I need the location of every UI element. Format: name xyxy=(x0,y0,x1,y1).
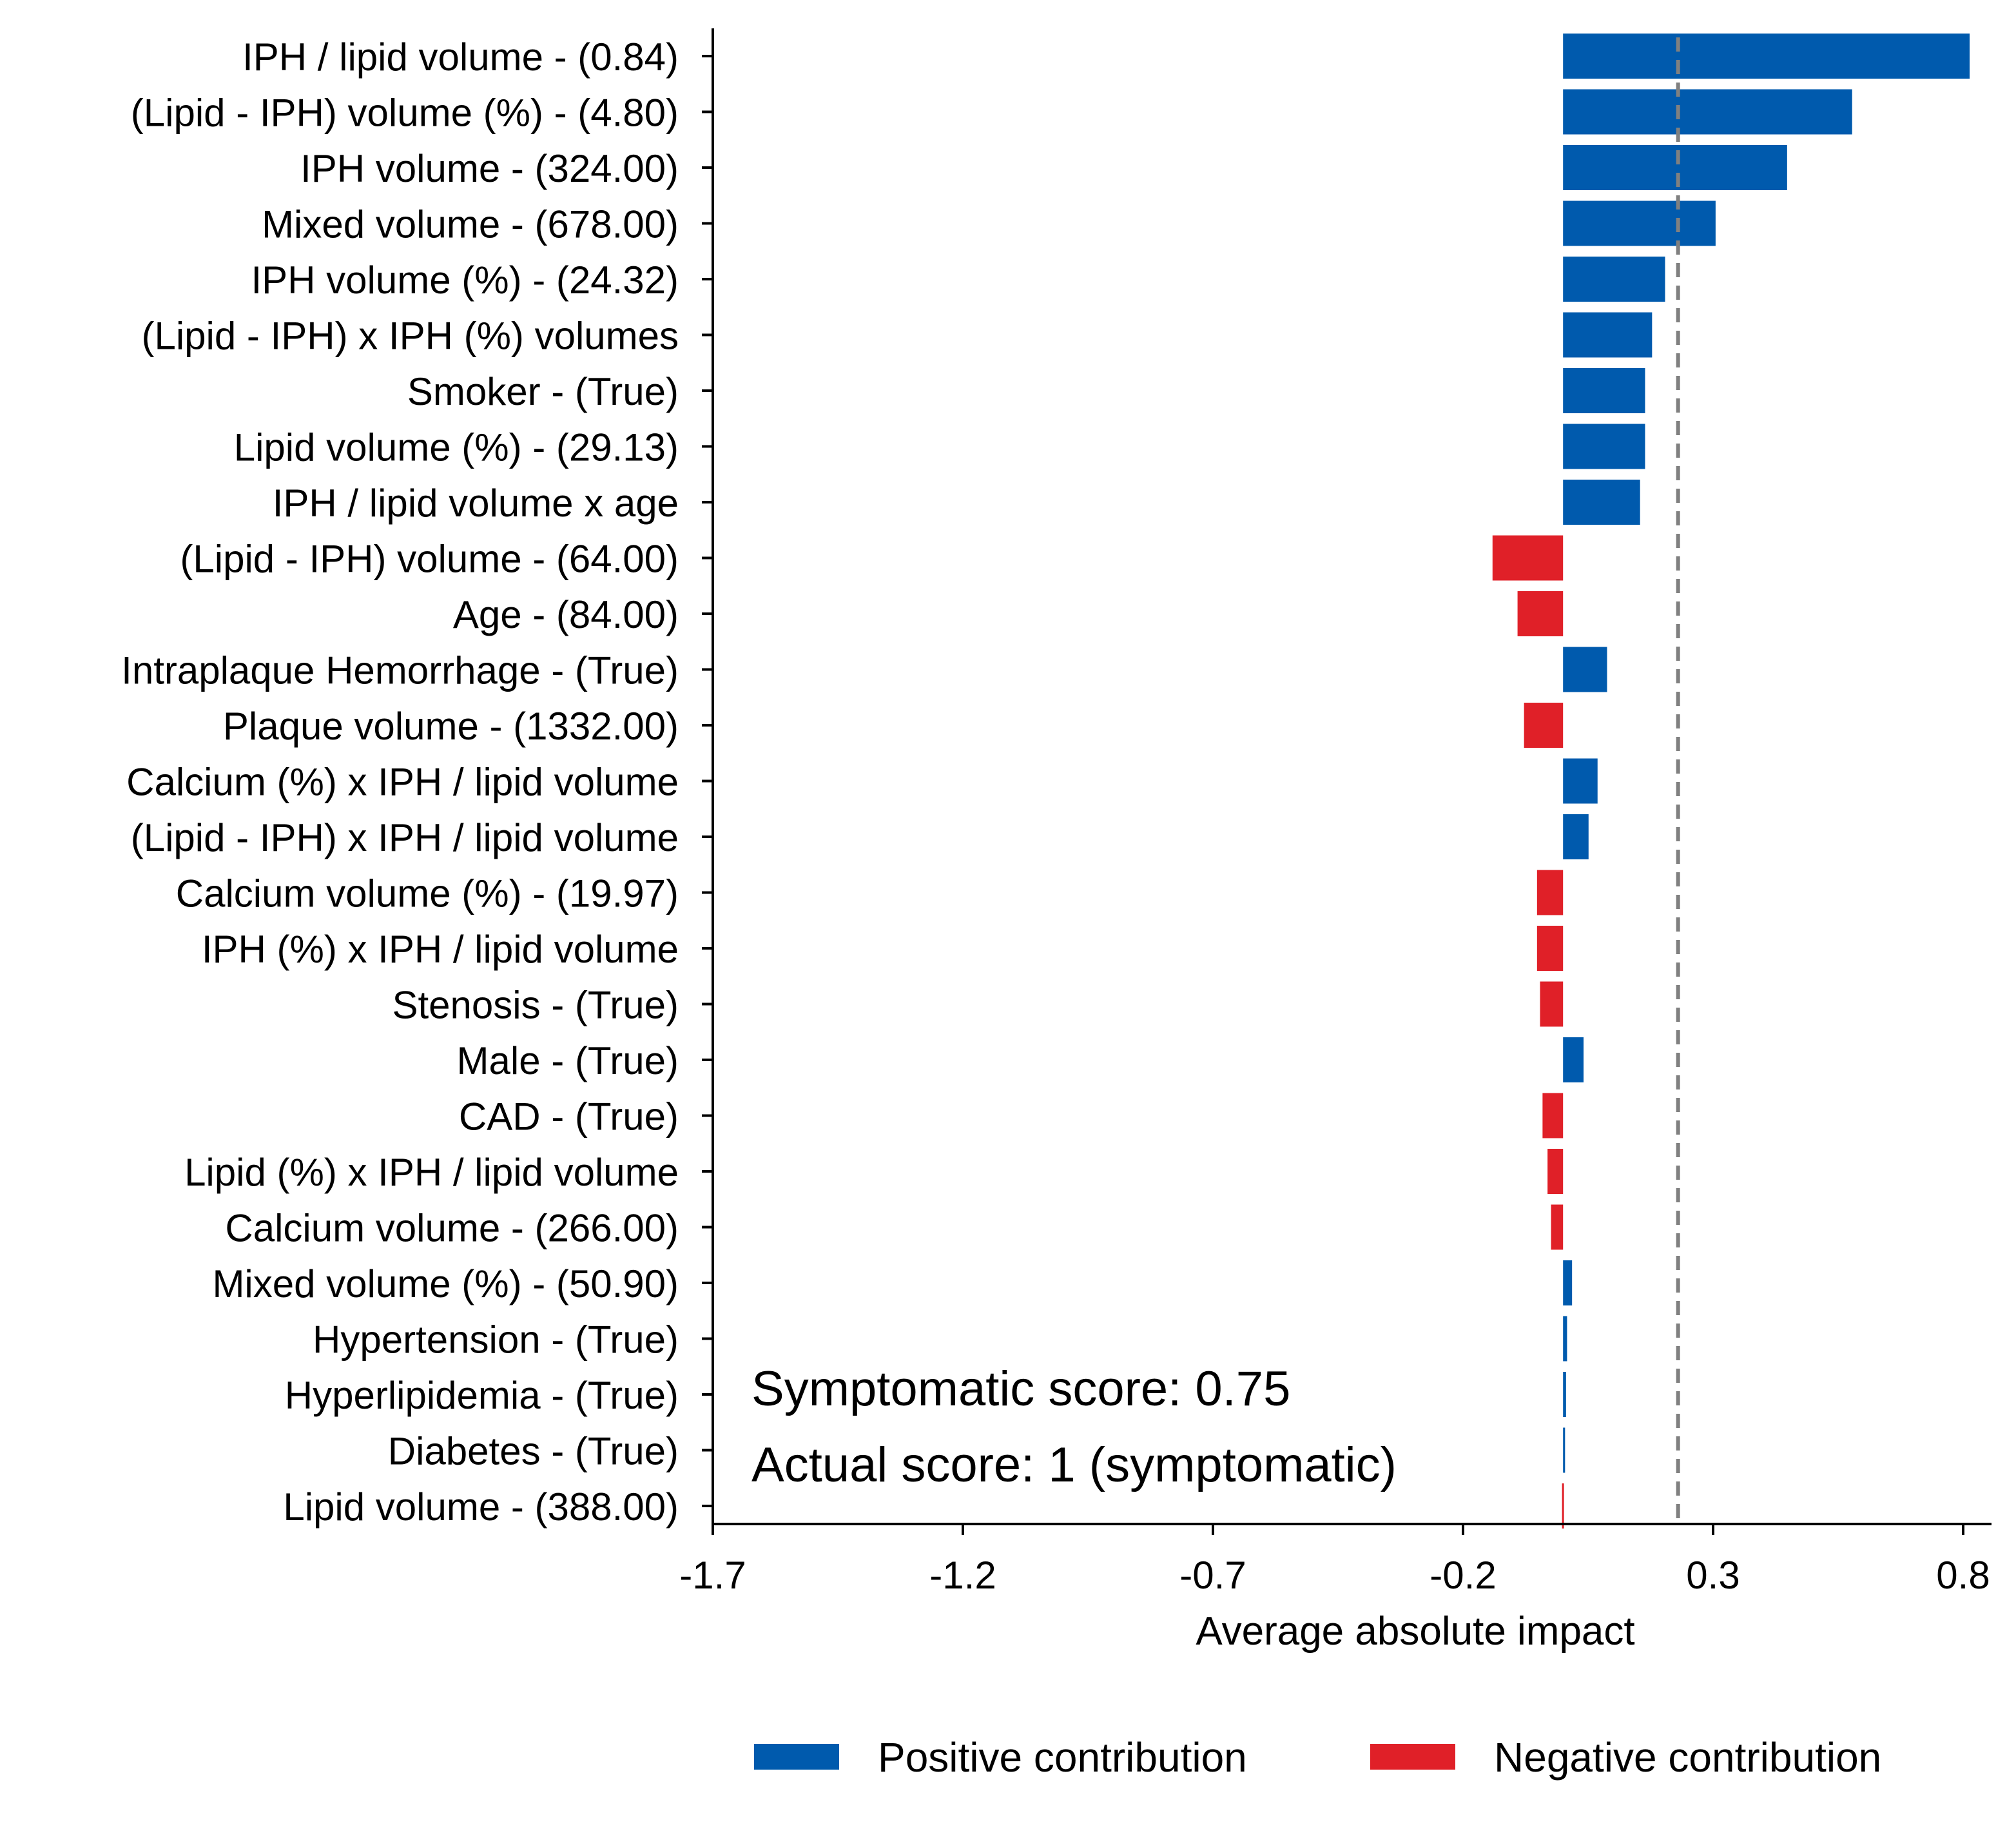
y-tick-label: (Lipid - IPH) x IPH (%) volumes xyxy=(142,315,679,358)
y-tick-label: (Lipid - IPH) volume - (64.00) xyxy=(180,538,679,581)
bar xyxy=(1563,200,1716,246)
legend-label-positive: Positive contribution xyxy=(878,1734,1247,1781)
bar xyxy=(1492,535,1564,581)
y-tick-label: IPH volume (%) - (24.32) xyxy=(251,259,679,302)
bar xyxy=(1563,1316,1567,1362)
x-tick-label: 0.8 xyxy=(1936,1554,1990,1597)
y-tick-label: IPH (%) x IPH / lipid volume xyxy=(202,928,679,971)
y-tick-label: CAD - (True) xyxy=(459,1095,679,1138)
x-tick-label: -0.2 xyxy=(1430,1554,1496,1597)
y-tick-label: Male - (True) xyxy=(457,1039,679,1082)
bar xyxy=(1517,591,1564,636)
bar xyxy=(1542,1093,1564,1138)
y-tick-label: Lipid volume - (388.00) xyxy=(283,1485,679,1529)
bar xyxy=(1563,1427,1565,1473)
legend-swatch-negative xyxy=(1370,1744,1455,1770)
x-tick-label: 0.3 xyxy=(1686,1554,1740,1597)
bar xyxy=(1562,1483,1564,1529)
y-tick-label: IPH / lipid volume x age xyxy=(273,482,679,525)
bar xyxy=(1563,1260,1573,1305)
legend: Positive contribution Negative contribut… xyxy=(754,1734,1881,1781)
y-tick-label: Mixed volume (%) - (50.90) xyxy=(212,1262,679,1305)
actual-score-annotation: Actual score: 1 (symptomatic) xyxy=(751,1438,1397,1492)
y-tick-label: Stenosis - (True) xyxy=(392,984,679,1027)
y-tick-label: Intraplaque Hemorrhage - (True) xyxy=(121,649,679,692)
x-axis-label: Average absolute impact xyxy=(1196,1609,1634,1654)
y-tick-label: Smoker - (True) xyxy=(407,370,679,413)
y-tick-label: IPH volume - (324.00) xyxy=(300,147,679,190)
bar xyxy=(1563,145,1787,190)
y-tick-label: Plaque volume - (1332.00) xyxy=(223,705,679,748)
y-tick-label: Calcium (%) x IPH / lipid volume xyxy=(126,761,679,804)
legend-swatch-positive xyxy=(754,1744,839,1770)
y-tick-label: (Lipid - IPH) x IPH / lipid volume xyxy=(131,816,679,859)
bar xyxy=(1563,480,1640,525)
y-tick-label: Lipid volume (%) - (29.13) xyxy=(234,426,679,469)
bar xyxy=(1524,703,1564,748)
y-tick-label: Hypertension - (True) xyxy=(313,1318,679,1362)
bar xyxy=(1563,312,1653,358)
bar xyxy=(1563,1037,1584,1082)
bar xyxy=(1563,758,1598,804)
x-tick-labels: -1.7 -1.2 -0.7 -0.2 0.3 0.8 xyxy=(679,1554,1990,1597)
bar xyxy=(1540,981,1564,1027)
bar xyxy=(1563,814,1589,859)
bar xyxy=(1563,424,1645,469)
y-tick-label: Calcium volume - (266.00) xyxy=(225,1207,679,1250)
y-tick-label: Hyperlipidemia - (True) xyxy=(285,1374,679,1417)
x-tick-label: -1.2 xyxy=(929,1554,996,1597)
y-tick-label: IPH / lipid volume - (0.84) xyxy=(242,35,679,79)
legend-label-negative: Negative contribution xyxy=(1494,1734,1881,1781)
bar xyxy=(1563,34,1970,79)
y-tick-label: Mixed volume - (678.00) xyxy=(262,203,679,246)
axes-group xyxy=(702,28,1992,1535)
bar xyxy=(1563,257,1665,302)
bar xyxy=(1551,1204,1564,1250)
bar xyxy=(1563,647,1607,692)
symptomatic-score-annotation: Symptomatic score: 0.75 xyxy=(751,1362,1290,1416)
bar xyxy=(1563,1372,1566,1417)
x-tick-label: -0.7 xyxy=(1179,1554,1246,1597)
y-tick-label: (Lipid - IPH) volume (%) - (4.80) xyxy=(131,92,679,135)
x-tick-label: -1.7 xyxy=(679,1554,746,1597)
y-tick-label: Age - (84.00) xyxy=(453,593,679,636)
y-tick-label: Diabetes - (True) xyxy=(388,1430,679,1473)
bar xyxy=(1536,926,1564,971)
bar xyxy=(1536,870,1564,915)
bar xyxy=(1563,89,1852,135)
bars-group xyxy=(1492,34,1970,1529)
y-tick-labels: IPH / lipid volume - (0.84) (Lipid - IPH)… xyxy=(121,35,679,1529)
y-tick-label: Lipid (%) x IPH / lipid volume xyxy=(184,1151,679,1194)
bar xyxy=(1547,1149,1564,1194)
bar xyxy=(1563,368,1645,413)
y-tick-label: Calcium volume (%) - (19.97) xyxy=(176,872,679,915)
